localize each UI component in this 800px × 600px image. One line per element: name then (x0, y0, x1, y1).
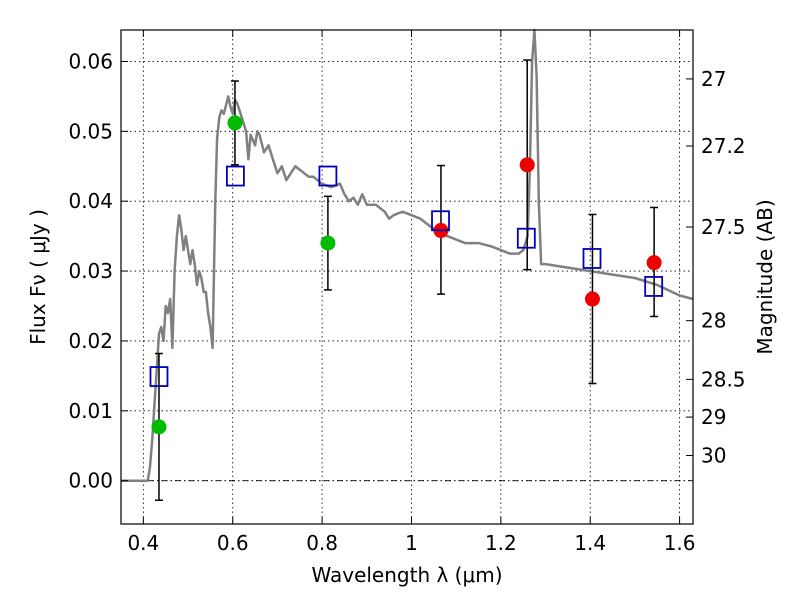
x-tick-label: 1 (405, 531, 418, 555)
x-tick-label: 1.6 (664, 531, 696, 555)
model-spectrum (121, 28, 694, 482)
y-tick-label: 0.03 (68, 259, 113, 283)
x-tick-label: 0.8 (306, 531, 338, 555)
right-axis-label: Magnitude (AB) (753, 199, 777, 354)
green-data-point (320, 235, 336, 251)
right-tick-label: 27 (701, 67, 726, 91)
model-band-square (644, 276, 664, 297)
red-data-point (584, 291, 600, 307)
x-tick-label: 1.2 (485, 531, 517, 555)
right-tick-label: 28 (701, 309, 726, 333)
y-tick-label: 0.01 (68, 399, 113, 423)
y-tick-label: 0.02 (68, 329, 113, 353)
right-tick-label: 27.5 (701, 215, 746, 239)
x-tick-label: 1.4 (574, 531, 606, 555)
right-tick-label: 28.5 (701, 367, 746, 391)
model-band-square (582, 248, 602, 269)
right-tick-label: 29 (701, 405, 726, 429)
grid-lines (121, 30, 693, 524)
tick-marks (121, 30, 693, 524)
model-band-square (318, 165, 338, 187)
red-data-point (646, 255, 662, 271)
y-tick-label: 0.00 (68, 469, 113, 493)
model-spectrum-line (121, 28, 694, 482)
y-axis-label: Flux Fν ( μJy ) (26, 209, 50, 345)
red-data-point (519, 157, 535, 173)
x-tick-label: 0.4 (127, 531, 159, 555)
green-data-point (227, 115, 243, 131)
y-tick-label: 0.04 (68, 189, 113, 213)
y-tick-labels: 0.00 0.01 0.02 0.03 0.04 0.05 0.06 (68, 49, 113, 492)
model-band-square (149, 366, 169, 387)
x-tick-labels: 0.4 0.6 0.8 1 1.2 1.4 1.6 (127, 531, 695, 555)
data-markers (149, 115, 664, 435)
green-data-point (151, 419, 167, 435)
right-tick-label: 27.2 (701, 134, 746, 158)
x-tick-label: 0.6 (217, 531, 249, 555)
right-tick-labels: 27 27.2 27.5 28 28.5 29 30 (701, 67, 746, 468)
x-axis-label: Wavelength λ (μm) (311, 563, 502, 587)
model-band-square (516, 227, 536, 249)
plot-frame (120, 29, 694, 525)
y-tick-label: 0.05 (68, 119, 113, 143)
model-band-square (431, 210, 450, 232)
right-tick-label: 30 (701, 444, 726, 468)
model-band-square (225, 165, 245, 187)
y-tick-label: 0.06 (68, 49, 113, 73)
